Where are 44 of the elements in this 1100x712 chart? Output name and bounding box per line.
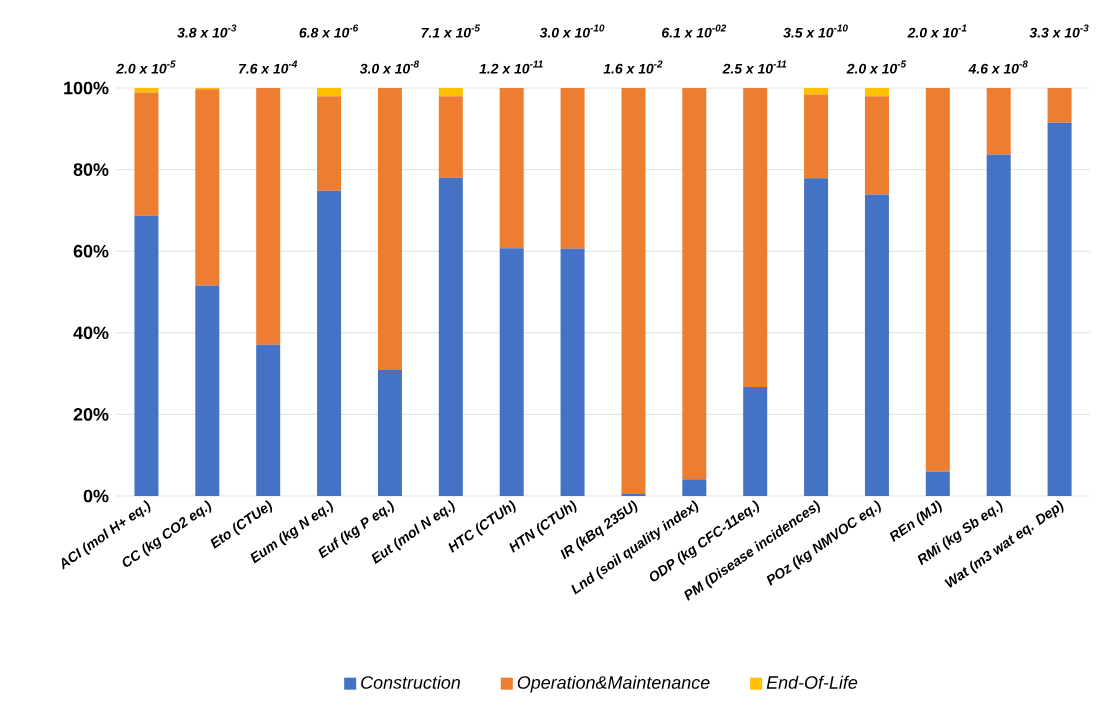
bar <box>317 88 342 97</box>
bar <box>560 88 585 249</box>
bar <box>499 88 524 249</box>
bar <box>377 369 402 496</box>
y-tick-label: 20% <box>73 408 109 421</box>
bar <box>864 96 889 195</box>
bar <box>743 88 768 388</box>
y-tick-label: 40% <box>73 326 109 340</box>
y-tick-label: 0% <box>83 489 109 503</box>
bar <box>864 194 889 496</box>
bar <box>986 154 1011 496</box>
bar <box>925 88 950 472</box>
bar <box>256 344 281 496</box>
bar <box>377 88 402 370</box>
bar <box>134 92 159 216</box>
legend-label: Operation&Maintenance <box>517 675 710 693</box>
bar <box>560 248 585 496</box>
bar <box>804 88 829 95</box>
bar <box>195 89 220 286</box>
bar <box>864 88 889 97</box>
bar <box>743 387 768 496</box>
bar <box>317 190 342 496</box>
bar <box>621 88 646 494</box>
legend-label: End-Of-Life <box>766 675 858 689</box>
bar <box>925 471 950 496</box>
bar <box>499 248 524 496</box>
bar <box>317 96 342 191</box>
bar <box>256 88 281 345</box>
legend-label: Construction <box>361 675 460 689</box>
y-tick-label: 60% <box>73 244 109 258</box>
bar <box>986 88 1011 155</box>
bar <box>438 88 463 97</box>
y-tick-label: 80% <box>73 163 109 176</box>
bar <box>438 177 463 496</box>
bar <box>682 88 707 480</box>
bar <box>1047 122 1072 496</box>
bar <box>438 96 463 178</box>
bar <box>195 285 220 496</box>
bar <box>134 215 159 496</box>
bar <box>682 479 707 496</box>
bar <box>804 94 829 179</box>
y-tick-label: 100% <box>64 81 109 95</box>
bar <box>804 178 829 496</box>
bar <box>1047 88 1072 123</box>
